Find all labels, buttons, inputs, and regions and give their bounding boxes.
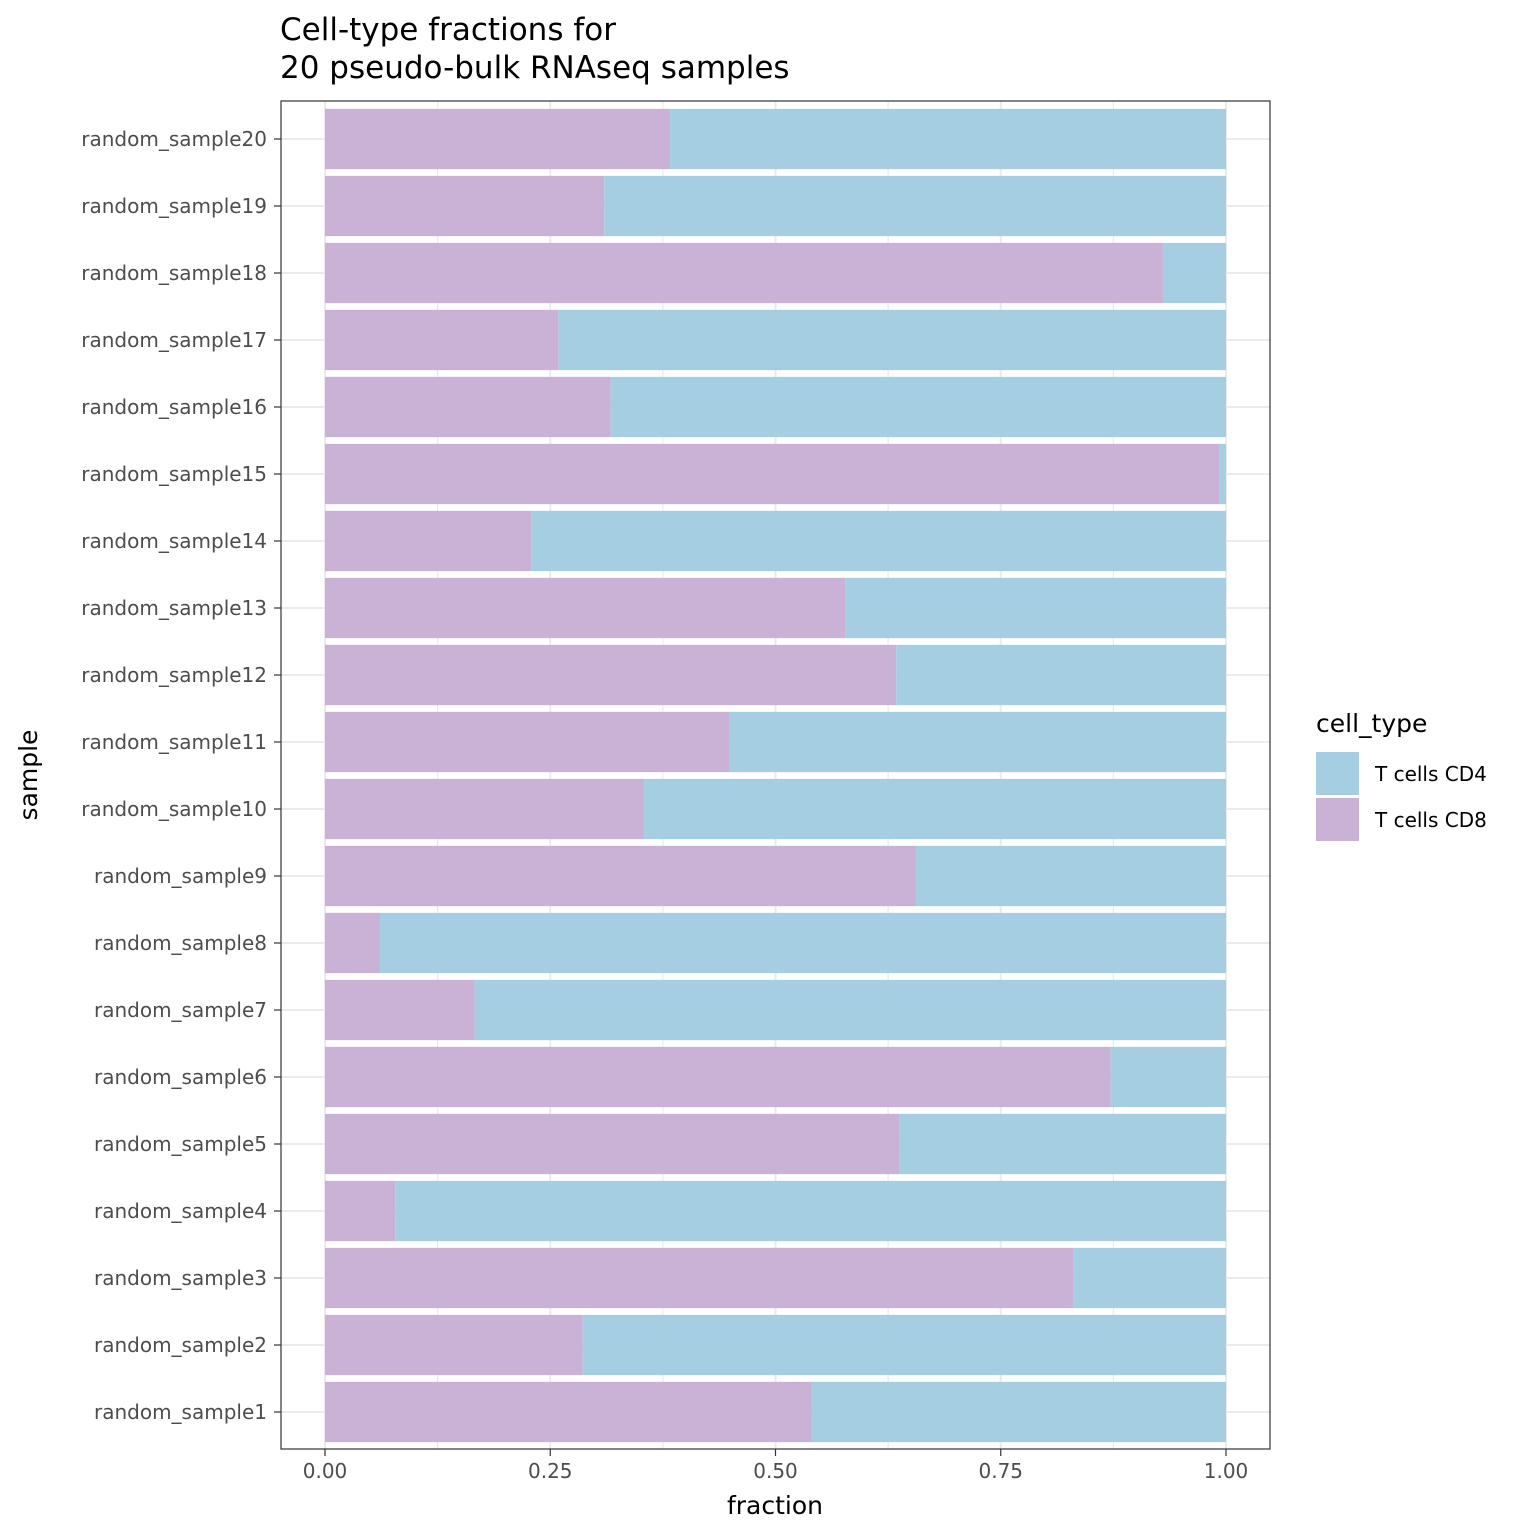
bar-cd4-random_sample17 (558, 309, 1226, 371)
bar-cd8-random_sample2 (325, 1314, 583, 1376)
legend-label-cd8: T cells CD8 (1374, 808, 1487, 832)
bar-cd4-random_sample11 (729, 711, 1226, 773)
chart-title-line-1: Cell-type fractions for (280, 12, 616, 48)
legend-label-cd4: T cells CD4 (1374, 762, 1487, 786)
bar-cd4-random_sample14 (531, 510, 1226, 572)
bar-cd4-random_sample18 (1162, 242, 1226, 304)
x-axis: 0.00 0.25 0.50 0.75 1.00 (303, 1449, 1249, 1483)
y-tick-label: random_sample9 (94, 864, 267, 888)
bar-cd4-random_sample5 (899, 1113, 1226, 1175)
y-tick-label: random_sample17 (81, 328, 267, 352)
y-tick-label: random_sample3 (94, 1266, 267, 1290)
y-tick-label: random_sample6 (94, 1065, 267, 1089)
bar-cd4-random_sample1 (811, 1381, 1226, 1443)
bar-cd8-random_sample19 (325, 175, 605, 237)
bar-cd4-random_sample15 (1219, 443, 1226, 505)
bar-cd4-random_sample9 (916, 845, 1226, 907)
legend-key-cd4 (1316, 752, 1359, 795)
legend-key-cd8 (1316, 798, 1359, 841)
legend-title: cell_type (1316, 709, 1427, 738)
bar-cd8-random_sample17 (325, 309, 559, 371)
y-tick-label: random_sample1 (94, 1400, 267, 1424)
bar-cd8-random_sample7 (325, 979, 475, 1041)
bar-cd4-random_sample19 (604, 175, 1226, 237)
chart-title-line-2: 20 pseudo-bulk RNAseq samples (280, 50, 790, 86)
x-tick-label: 0.25 (528, 1459, 573, 1483)
x-tick-label: 1.00 (1204, 1459, 1249, 1483)
bar-cd8-random_sample5 (325, 1113, 900, 1175)
y-tick-label: random_sample4 (94, 1199, 267, 1223)
bar-cd4-random_sample3 (1073, 1247, 1226, 1309)
y-tick-label: random_sample18 (81, 261, 267, 285)
bar-cd4-random_sample20 (670, 108, 1226, 170)
bar-cd8-random_sample4 (325, 1180, 396, 1242)
y-tick-label: random_sample19 (81, 194, 267, 218)
bar-cd8-random_sample12 (325, 644, 897, 706)
bar-cd4-random_sample4 (395, 1180, 1226, 1242)
y-tick-label: random_sample11 (81, 730, 267, 754)
bar-cd8-random_sample20 (325, 108, 671, 170)
bar-cd4-random_sample2 (582, 1314, 1226, 1376)
y-tick-label: random_sample10 (81, 797, 267, 821)
bar-cd8-random_sample1 (325, 1381, 812, 1443)
y-tick-label: random_sample15 (81, 462, 267, 486)
bar-cd8-random_sample3 (325, 1247, 1074, 1309)
bar-cd4-random_sample6 (1110, 1046, 1226, 1108)
y-tick-label: random_sample14 (81, 529, 267, 553)
x-axis-title: fraction (727, 1491, 823, 1520)
y-tick-label: random_sample5 (94, 1132, 267, 1156)
y-tick-label: random_sample20 (81, 127, 267, 151)
y-tick-label: random_sample12 (81, 663, 267, 687)
bar-cd4-random_sample8 (379, 912, 1226, 974)
bar-cd8-random_sample16 (325, 376, 611, 438)
x-tick-label: 0.50 (753, 1459, 798, 1483)
y-tick-label: random_sample2 (94, 1333, 267, 1357)
y-tick-label: random_sample16 (81, 395, 267, 419)
bar-cd4-random_sample10 (643, 778, 1226, 840)
y-axis-title: sample (14, 730, 43, 821)
bar-cd4-random_sample13 (845, 577, 1226, 639)
bar-cd4-random_sample12 (896, 644, 1226, 706)
bar-cd8-random_sample11 (325, 711, 730, 773)
bar-cd8-random_sample14 (325, 510, 532, 572)
bars (325, 108, 1226, 1443)
legend: cell_type T cells CD4 T cells CD8 (1316, 709, 1487, 841)
bar-cd8-random_sample9 (325, 845, 917, 907)
y-tick-label: random_sample13 (81, 596, 267, 620)
x-tick-label: 0.75 (978, 1459, 1023, 1483)
bar-cd8-random_sample8 (325, 912, 380, 974)
y-axis: random_sample1 random_sample2 random_sampl… (81, 127, 281, 1424)
bar-cd8-random_sample6 (325, 1046, 1111, 1108)
bar-cd8-random_sample10 (325, 778, 644, 840)
bar-cd4-random_sample7 (474, 979, 1226, 1041)
bar-cd8-random_sample18 (325, 242, 1163, 304)
x-tick-label: 0.00 (303, 1459, 348, 1483)
y-tick-label: random_sample7 (94, 998, 267, 1022)
bar-cd8-random_sample15 (325, 443, 1220, 505)
y-tick-label: random_sample8 (94, 931, 267, 955)
bar-cd8-random_sample13 (325, 577, 846, 639)
bar-cd4-random_sample16 (610, 376, 1226, 438)
